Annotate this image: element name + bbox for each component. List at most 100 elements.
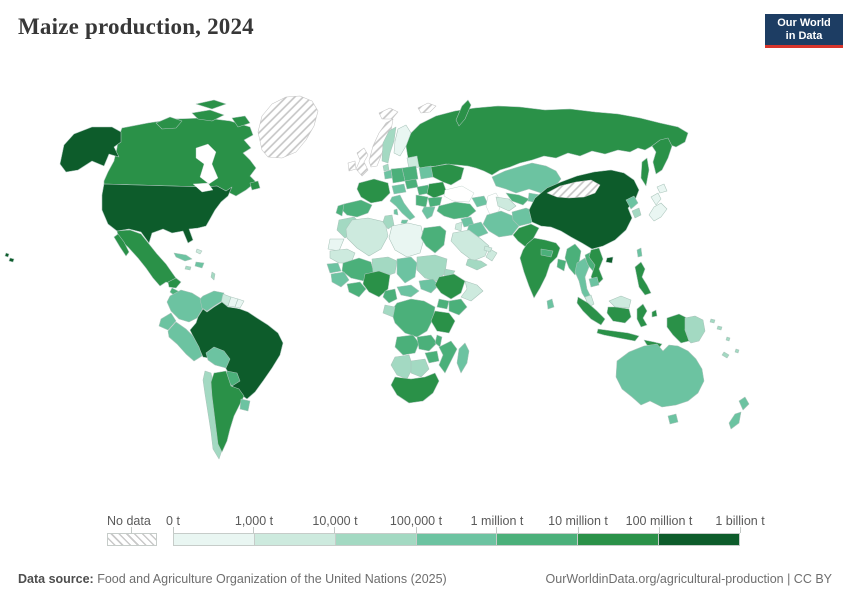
footer-link[interactable]: OurWorldinData.org/agricultural-producti… bbox=[545, 572, 832, 586]
legend-bin[interactable] bbox=[253, 534, 335, 545]
region-malawi[interactable] bbox=[434, 334, 443, 348]
region-madagascar[interactable] bbox=[456, 342, 470, 374]
region-botswana[interactable] bbox=[410, 358, 430, 378]
region-hainan[interactable] bbox=[605, 256, 614, 264]
region-cameroon[interactable] bbox=[382, 288, 398, 304]
region-kenya[interactable] bbox=[448, 298, 468, 316]
region-belarus[interactable] bbox=[418, 165, 434, 180]
region-finland[interactable] bbox=[393, 124, 412, 157]
region-algeria[interactable] bbox=[345, 217, 389, 257]
owid-logo[interactable]: Our World in Data bbox=[765, 14, 843, 48]
region-saudi-arabia[interactable] bbox=[450, 229, 490, 262]
region-switzerland-austria[interactable] bbox=[391, 183, 407, 195]
region-ecuador[interactable] bbox=[158, 312, 177, 331]
region-zambia[interactable] bbox=[416, 334, 438, 352]
region-turkmenistan[interactable] bbox=[495, 196, 517, 212]
region-ivory-ghana[interactable] bbox=[346, 281, 367, 298]
region-arctic-islands-3[interactable] bbox=[231, 115, 251, 128]
region-arctic-islands-2[interactable] bbox=[191, 109, 225, 122]
region-canada[interactable] bbox=[103, 117, 257, 197]
region-angola[interactable] bbox=[394, 334, 420, 356]
region-ireland[interactable] bbox=[347, 160, 357, 172]
region-zimbabwe[interactable] bbox=[424, 350, 440, 364]
region-baja[interactable] bbox=[113, 233, 130, 257]
no-data-swatch[interactable] bbox=[107, 533, 157, 546]
region-france[interactable] bbox=[356, 178, 391, 204]
region-south-korea[interactable] bbox=[631, 207, 642, 219]
region-gabon-congo[interactable] bbox=[382, 304, 396, 318]
region-russia[interactable] bbox=[405, 105, 689, 176]
legend-bin[interactable] bbox=[334, 534, 416, 545]
region-taiwan[interactable] bbox=[636, 247, 643, 258]
region-new-zealand[interactable] bbox=[728, 396, 750, 430]
region-tasmania[interactable] bbox=[667, 413, 679, 425]
region-western-sahara[interactable] bbox=[327, 238, 345, 252]
region-venezuela[interactable] bbox=[199, 290, 225, 312]
region-guinea-group[interactable] bbox=[330, 271, 350, 288]
region-portugal[interactable] bbox=[335, 203, 345, 217]
region-hawaii[interactable] bbox=[4, 252, 15, 263]
region-czechia[interactable] bbox=[404, 178, 419, 190]
legend-bin[interactable] bbox=[577, 534, 659, 545]
region-new-caledonia[interactable] bbox=[721, 351, 730, 359]
region-kamchatka[interactable] bbox=[651, 137, 673, 175]
region-turkey[interactable] bbox=[436, 201, 477, 220]
region-india[interactable] bbox=[519, 237, 561, 299]
region-nepal[interactable] bbox=[540, 248, 554, 258]
region-hispaniola[interactable] bbox=[194, 261, 205, 269]
legend-bin[interactable] bbox=[415, 534, 497, 545]
region-svalbard[interactable] bbox=[417, 102, 437, 114]
region-south-sudan[interactable] bbox=[418, 278, 440, 294]
region-vietnam[interactable] bbox=[588, 247, 604, 286]
region-south-africa[interactable] bbox=[390, 372, 440, 404]
region-arctic-islands-4[interactable] bbox=[195, 99, 227, 110]
region-libya[interactable] bbox=[388, 222, 425, 258]
region-denmark[interactable] bbox=[382, 163, 390, 172]
region-argentina[interactable] bbox=[210, 370, 245, 453]
region-chad[interactable] bbox=[396, 256, 418, 284]
region-drc[interactable] bbox=[390, 298, 436, 338]
region-yemen[interactable] bbox=[465, 258, 488, 271]
region-jordan-israel[interactable] bbox=[454, 221, 463, 232]
region-java[interactable] bbox=[596, 328, 640, 342]
region-central-african-republic[interactable] bbox=[396, 284, 420, 298]
region-tanzania[interactable] bbox=[430, 310, 456, 334]
region-serbia-balkans[interactable] bbox=[415, 194, 429, 208]
region-somalia[interactable] bbox=[460, 280, 484, 302]
region-tunisia[interactable] bbox=[382, 214, 395, 230]
region-oman[interactable] bbox=[485, 248, 498, 262]
region-french-guiana[interactable] bbox=[234, 298, 245, 309]
region-kalimantan[interactable] bbox=[606, 306, 632, 324]
region-greece[interactable] bbox=[421, 206, 436, 220]
region-caucasus[interactable] bbox=[471, 195, 489, 208]
region-cuba[interactable] bbox=[173, 252, 193, 262]
region-peru[interactable] bbox=[167, 321, 203, 362]
region-uk[interactable] bbox=[355, 147, 369, 177]
region-bahamas[interactable] bbox=[195, 248, 203, 255]
region-bolivia[interactable] bbox=[205, 346, 231, 369]
legend-bin[interactable] bbox=[174, 534, 254, 545]
region-malaysia-borneo[interactable] bbox=[608, 295, 632, 309]
region-japan[interactable] bbox=[648, 183, 668, 222]
region-spain[interactable] bbox=[340, 199, 373, 218]
region-greenland[interactable] bbox=[257, 95, 319, 159]
region-australia[interactable] bbox=[615, 343, 705, 408]
region-senegal[interactable] bbox=[326, 262, 342, 274]
region-romania[interactable] bbox=[426, 181, 448, 199]
region-colombia[interactable] bbox=[166, 289, 204, 323]
region-philippines[interactable] bbox=[634, 261, 652, 296]
region-bangladesh[interactable] bbox=[556, 258, 567, 272]
region-egypt[interactable] bbox=[420, 225, 447, 254]
region-vanuatu-fiji[interactable] bbox=[725, 336, 740, 354]
region-ukraine[interactable] bbox=[430, 163, 465, 186]
region-sardinia[interactable] bbox=[393, 208, 399, 216]
region-namibia[interactable] bbox=[390, 354, 414, 380]
region-north-korea[interactable] bbox=[625, 195, 639, 210]
region-moluccas[interactable] bbox=[651, 309, 658, 318]
region-italy[interactable] bbox=[389, 194, 416, 221]
region-uruguay[interactable] bbox=[239, 398, 251, 412]
region-papua-new-guinea[interactable] bbox=[684, 315, 706, 344]
region-sakhalin[interactable] bbox=[640, 157, 650, 187]
region-solomon-islands[interactable] bbox=[709, 318, 723, 331]
region-mozambique[interactable] bbox=[438, 340, 458, 374]
